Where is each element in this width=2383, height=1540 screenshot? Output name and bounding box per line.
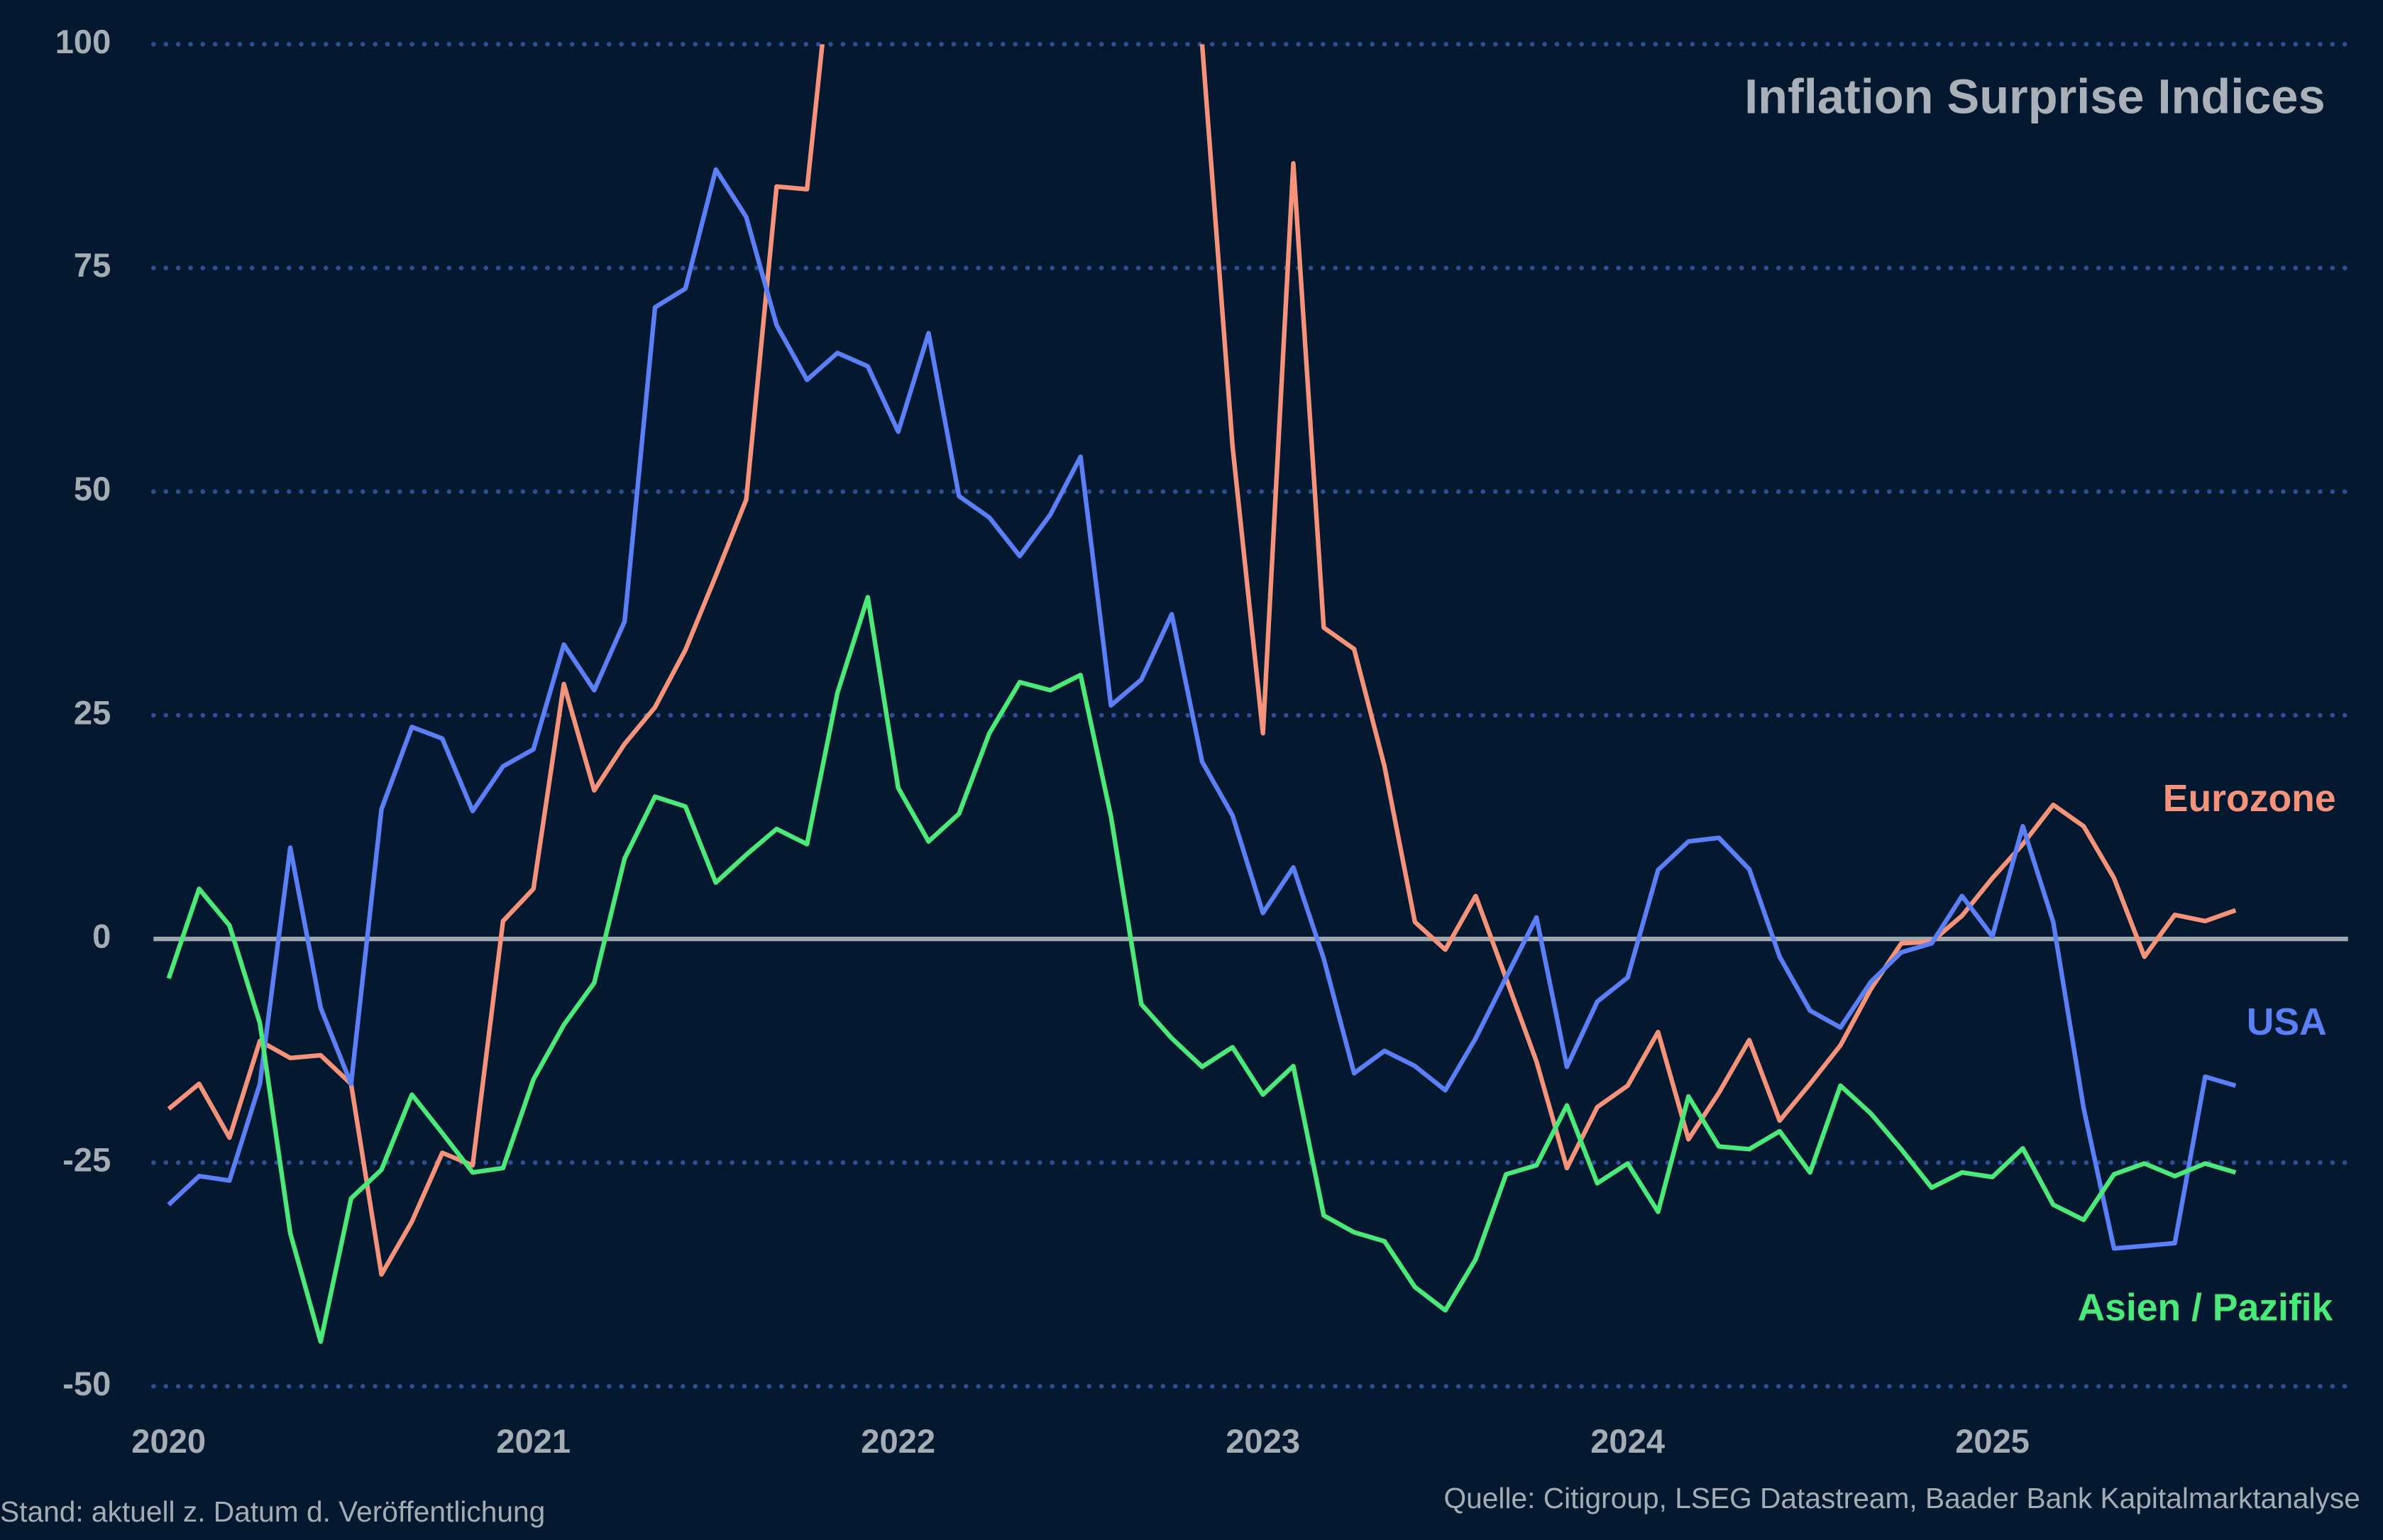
x-tick-label: 2020 (131, 1422, 206, 1460)
y-tick-label: -50 (62, 1365, 111, 1402)
y-tick-label: 0 (92, 918, 111, 955)
footnote: Stand: aktuell z. Datum d. Veröffentlich… (0, 1495, 545, 1528)
x-tick-label: 2024 (1590, 1422, 1665, 1460)
y-tick-label: 100 (55, 23, 111, 60)
x-tick-label: 2021 (496, 1422, 571, 1460)
series-label: Asien / Pazifik (2077, 1287, 2333, 1329)
series-label: USA (2247, 1001, 2327, 1043)
series-line (167, 167, 2237, 1251)
plot-area (166, 44, 2237, 1344)
x-tick-label: 2022 (861, 1422, 935, 1460)
y-tick-label: 50 (74, 470, 111, 507)
x-tick-label: 2025 (1955, 1422, 2030, 1460)
x-tick-label: 2023 (1226, 1422, 1300, 1460)
source-note: Quelle: Citigroup, LSEG Datastream, Baad… (1444, 1482, 2360, 1514)
chart-title: Inflation Surprise Indices (1744, 70, 2326, 124)
series-line (167, 44, 2237, 1277)
y-tick-label: 25 (74, 693, 111, 731)
series-label: Eurozone (2163, 778, 2336, 820)
y-tick-label: 75 (74, 246, 111, 284)
series-line (166, 595, 2237, 1344)
y-tick-label: -25 (62, 1141, 111, 1179)
